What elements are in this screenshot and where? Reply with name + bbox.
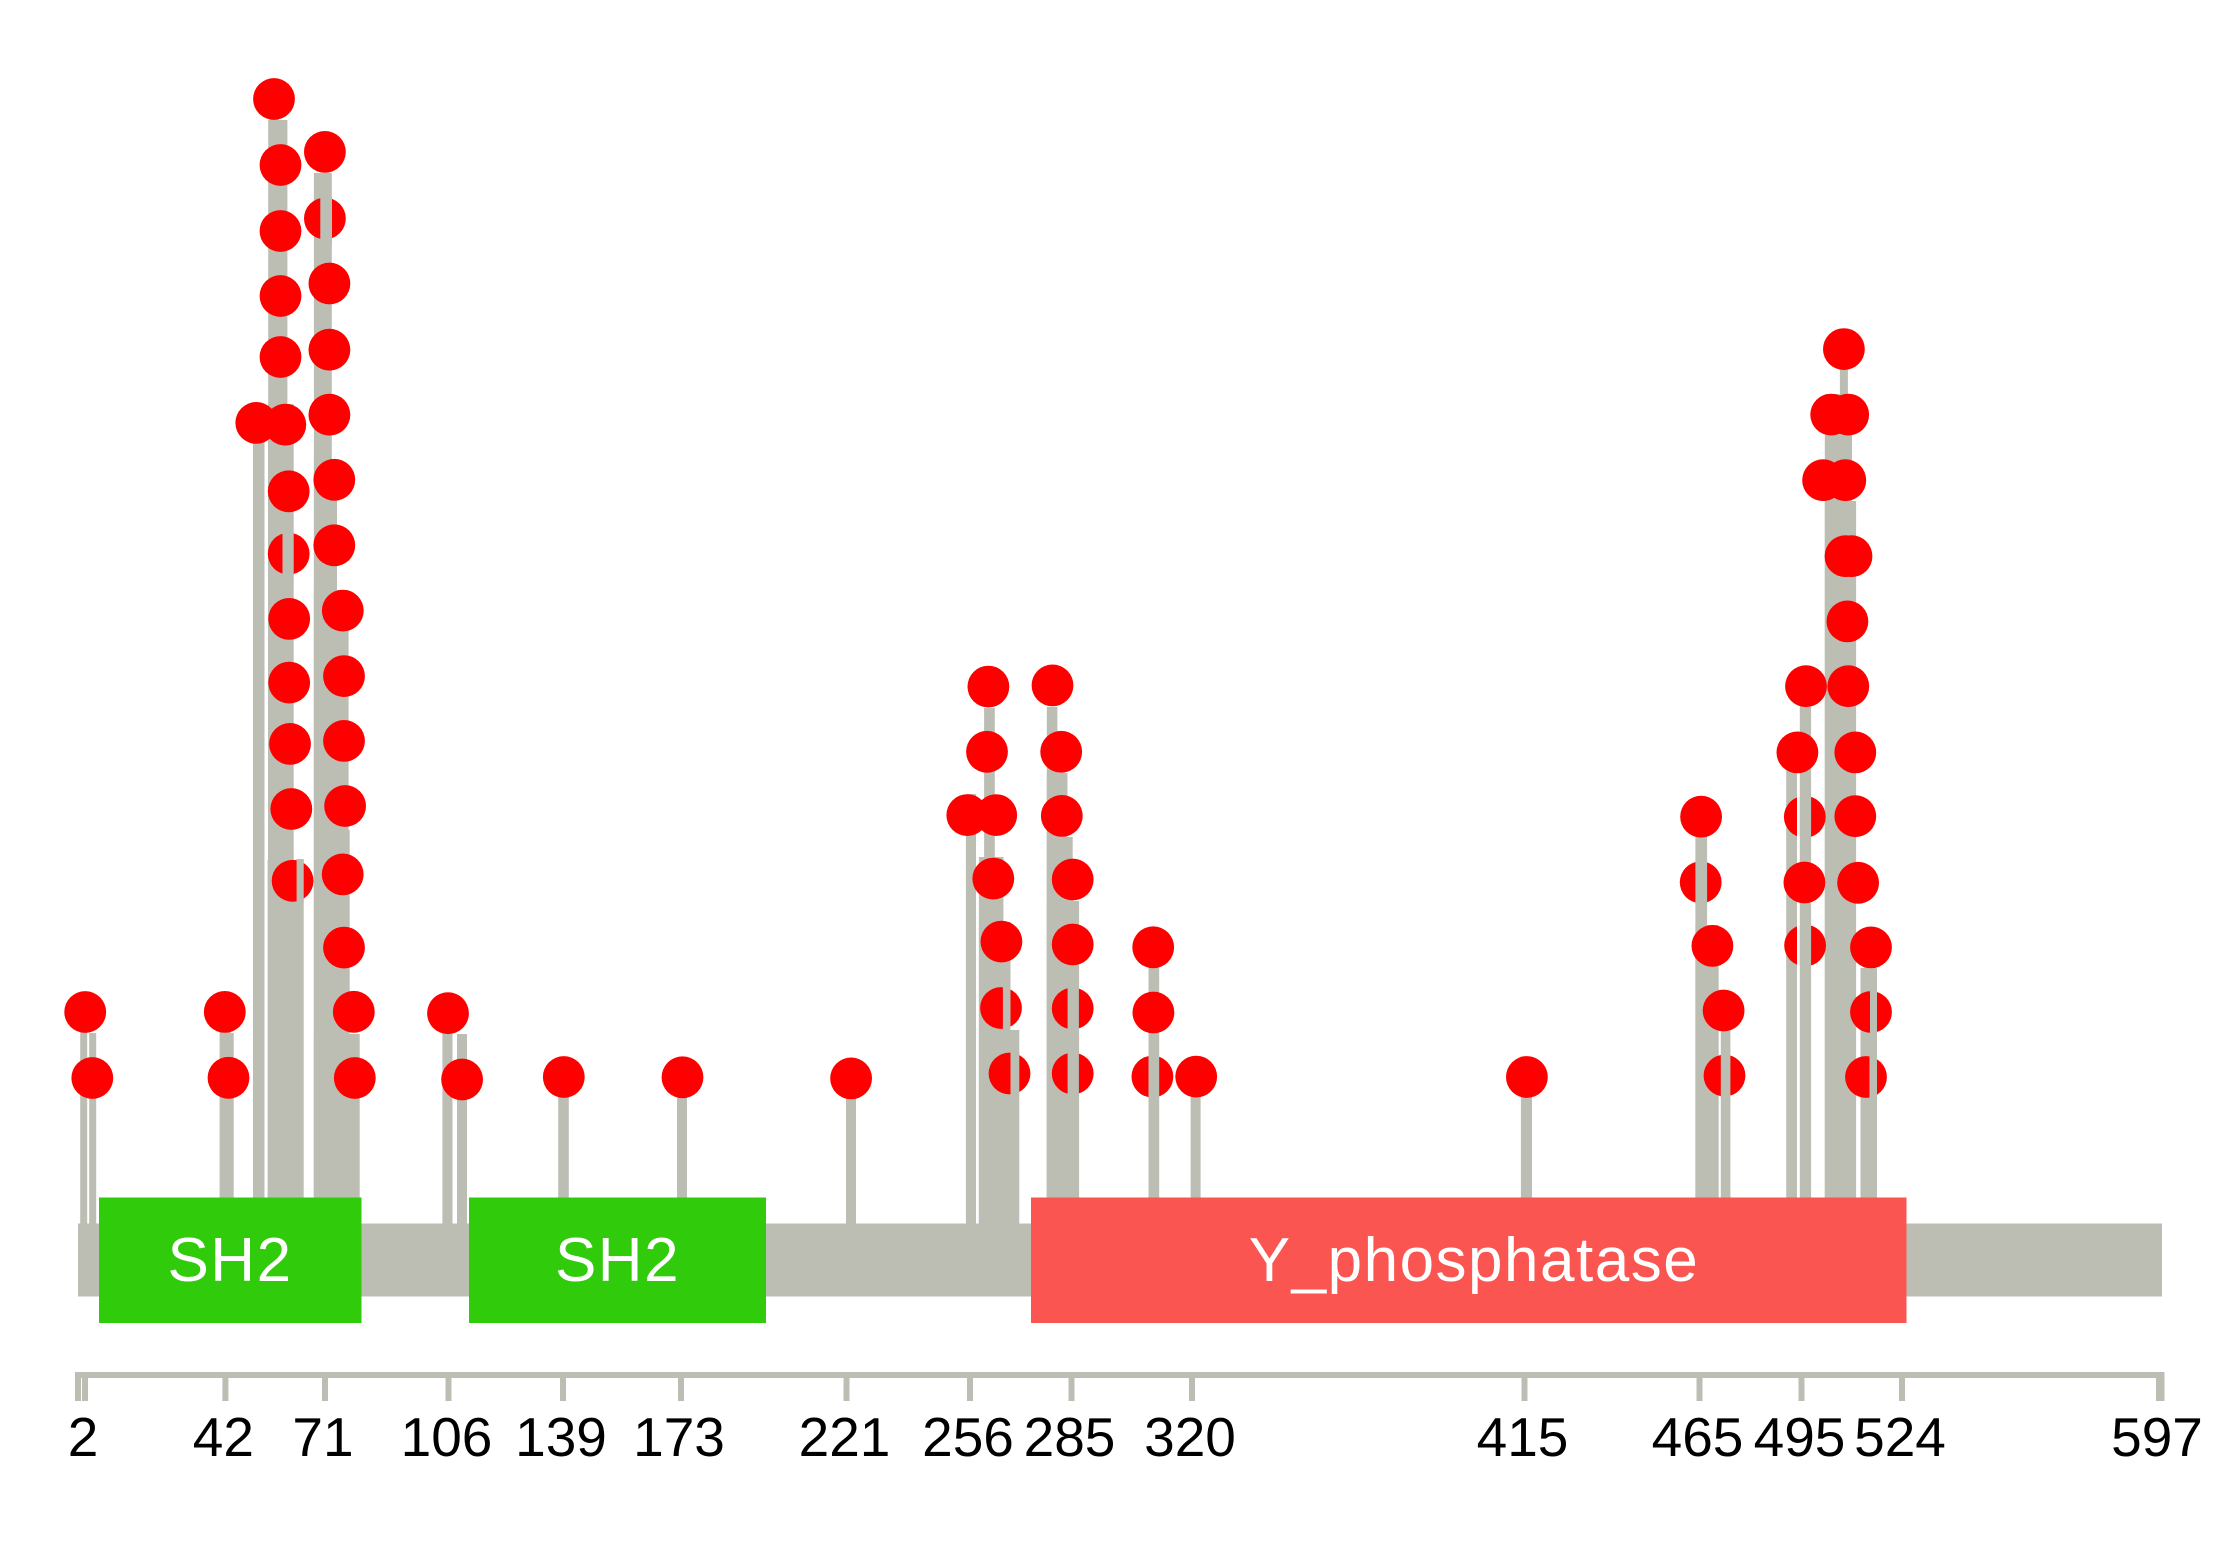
svg-text:256: 256 <box>922 1406 1014 1468</box>
svg-text:495: 495 <box>1754 1406 1846 1468</box>
svg-text:71: 71 <box>292 1406 353 1468</box>
svg-text:42: 42 <box>193 1406 254 1468</box>
svg-text:415: 415 <box>1477 1406 1569 1468</box>
svg-text:524: 524 <box>1854 1406 1946 1468</box>
svg-text:SH2: SH2 <box>167 1226 292 1295</box>
svg-text:106: 106 <box>401 1406 493 1468</box>
svg-text:139: 139 <box>515 1406 607 1468</box>
svg-text:285: 285 <box>1024 1406 1116 1468</box>
svg-text:173: 173 <box>633 1406 725 1468</box>
svg-text:SH2: SH2 <box>555 1226 680 1295</box>
svg-text:465: 465 <box>1652 1406 1744 1468</box>
svg-text:2: 2 <box>68 1406 99 1468</box>
svg-text:320: 320 <box>1144 1406 1236 1468</box>
svg-text:597: 597 <box>2111 1406 2203 1468</box>
svg-text:Y_phosphatase: Y_phosphatase <box>1249 1226 1699 1295</box>
svg-text:221: 221 <box>799 1406 891 1468</box>
